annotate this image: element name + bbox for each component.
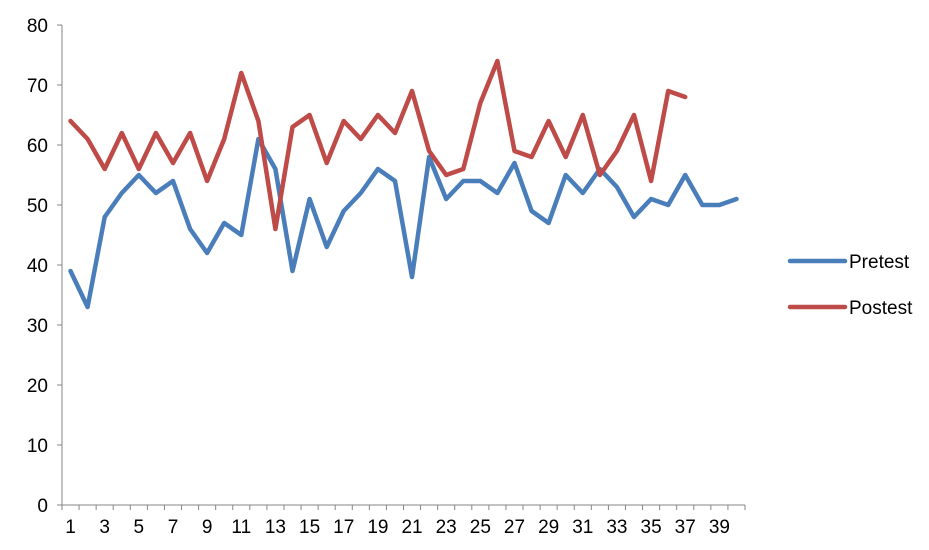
x-tick-label: 23 — [436, 517, 457, 538]
y-tick-label: 10 — [27, 436, 48, 457]
x-tick-label: 9 — [202, 517, 213, 538]
y-tick-label: 80 — [27, 16, 48, 37]
series-line-pretest — [68, 136, 739, 310]
x-tick-label: 29 — [538, 517, 559, 538]
x-tick-label: 37 — [675, 517, 696, 538]
x-tick-label: 11 — [231, 517, 251, 538]
x-tick-label: 19 — [367, 517, 388, 538]
y-tick-label: 50 — [27, 196, 48, 217]
x-tick-label: 7 — [168, 517, 179, 538]
x-tick-label: 5 — [134, 517, 145, 538]
y-tick-label: 40 — [27, 256, 48, 277]
x-tick-label: 35 — [641, 517, 662, 538]
x-tick-label: 25 — [470, 517, 491, 538]
legend: Pretest Postest — [787, 252, 913, 319]
y-tick-label: 60 — [27, 136, 48, 157]
legend-label-postest: Postest — [849, 298, 913, 319]
x-tick-label: 13 — [265, 517, 286, 538]
series-line-postest — [68, 58, 688, 232]
x-tick-label: 1 — [65, 517, 76, 538]
x-tick-label: 17 — [333, 517, 354, 538]
y-tick-label: 70 — [27, 76, 48, 97]
x-tick-label: 21 — [401, 517, 422, 538]
series-lines — [68, 58, 739, 310]
x-tick-label: 3 — [99, 517, 110, 538]
x-tick-label: 33 — [606, 517, 627, 538]
x-tick-label: 27 — [504, 517, 525, 538]
x-tick-label: 31 — [572, 517, 593, 538]
x-tick-label: 39 — [709, 517, 730, 538]
y-tick-label: 0 — [37, 496, 48, 517]
y-tick-label: 30 — [27, 316, 48, 337]
legend-label-pretest: Pretest — [849, 252, 910, 273]
y-tick-label: 20 — [27, 376, 48, 397]
x-tick-label: 15 — [299, 517, 320, 538]
